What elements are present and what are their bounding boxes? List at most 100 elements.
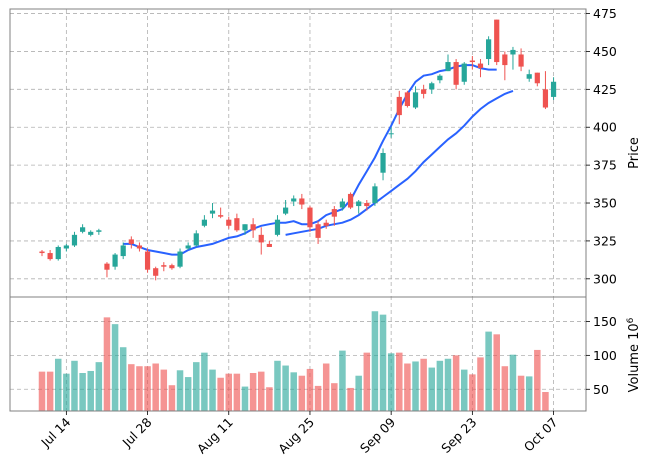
volume-bar (379, 314, 387, 411)
volume-bar (428, 367, 436, 411)
volume-bar (396, 352, 403, 411)
volume-bar (469, 374, 476, 411)
volume-bar (266, 387, 273, 411)
volume-bar (184, 377, 192, 411)
x-tick-label: Aug 25 (275, 415, 317, 457)
volume-bar (314, 385, 322, 411)
candle-body (266, 243, 272, 247)
candle-body (291, 198, 297, 202)
candle-body (364, 203, 370, 207)
volume-bar (306, 368, 314, 411)
candle-body (469, 60, 475, 63)
candle-body (193, 233, 199, 246)
volume-bar (38, 371, 46, 411)
candle-body (494, 19, 500, 63)
price-tick-label: 350 (593, 196, 617, 211)
candle-body (88, 231, 94, 235)
volume-bar (452, 355, 460, 411)
volume-bar (54, 358, 62, 411)
candle-body (104, 263, 110, 270)
volume-axis-exponent: 6 (626, 317, 636, 323)
candle-body (283, 207, 289, 214)
candle-body (128, 239, 134, 244)
volume-bar (87, 370, 94, 411)
candle-body (404, 92, 410, 107)
volume-bar (412, 361, 419, 411)
volume-bar (241, 386, 249, 411)
volume-bar (517, 375, 525, 411)
volume-bar (168, 385, 176, 411)
volume-tick-label: 50 (593, 382, 609, 397)
volume-bar (347, 387, 354, 411)
price-tick-label: 325 (593, 233, 617, 248)
volume-bar (501, 366, 509, 411)
candle-body (153, 268, 159, 276)
candle-body (39, 251, 45, 254)
candle-body (299, 198, 305, 205)
candle-body (234, 218, 240, 231)
volume-bar (201, 352, 208, 411)
y-ticks: 300 325 350 375 400 425 450 475 50 100 150 (586, 6, 617, 397)
candle-body (445, 62, 451, 72)
price-tick-label: 475 (593, 6, 617, 21)
price-tick-label: 375 (593, 158, 617, 173)
volume-bar (509, 354, 517, 411)
candles (39, 19, 557, 281)
candle-body (477, 63, 484, 69)
candle-body (486, 39, 492, 60)
candle-body (437, 75, 443, 81)
price-axis-label: Price (627, 137, 642, 169)
volume-bar (71, 360, 78, 411)
candle-body (534, 72, 540, 84)
volume-bar (136, 366, 143, 411)
candle-body (63, 245, 69, 249)
candle-body (429, 83, 435, 90)
x-tick-label: Sep 23 (438, 415, 479, 456)
volume-bar (404, 363, 411, 411)
volume-bar (298, 375, 306, 411)
volume-bar (249, 373, 257, 411)
candle-body (209, 210, 216, 214)
candle-body (250, 224, 256, 231)
volume-bar (436, 360, 444, 411)
volume-bars (38, 311, 549, 411)
volume-bar (79, 373, 86, 411)
price-tick-label: 425 (593, 82, 617, 97)
candle-body (550, 81, 557, 97)
candle-body (242, 224, 248, 231)
volume-bar (525, 376, 533, 411)
volume-bar (209, 369, 216, 411)
candle-body (169, 265, 175, 269)
candle-body (518, 54, 524, 67)
volume-bar (257, 371, 265, 411)
candle-body (80, 227, 86, 232)
volume-bar (144, 366, 151, 411)
candle-body (461, 63, 467, 82)
x-tick-label: Jul 14 (37, 414, 73, 450)
candle-body (185, 245, 191, 249)
volume-bar (339, 350, 346, 411)
candle-body (331, 209, 337, 217)
volume-tick-label: 150 (593, 314, 617, 329)
candle-body (112, 254, 118, 267)
volume-bar (160, 369, 168, 411)
candle-body (218, 215, 224, 217)
candle-body (380, 153, 386, 173)
volume-bar (485, 331, 492, 411)
volume-bar (63, 373, 70, 411)
volume-bar (542, 392, 549, 411)
volume-bar (103, 317, 111, 411)
candle-body (96, 230, 102, 232)
candle-body (201, 219, 207, 226)
volume-bar (493, 334, 500, 411)
volume-bar (274, 360, 281, 411)
candle-body (161, 265, 167, 267)
volume-bar (371, 311, 379, 411)
candle-body (258, 234, 264, 243)
volume-bar (387, 353, 395, 411)
candle-body (55, 246, 61, 260)
candle-body (396, 96, 402, 116)
volume-bar (233, 373, 241, 411)
x-tick-label: Aug 11 (194, 415, 236, 457)
candle-body (372, 186, 378, 204)
